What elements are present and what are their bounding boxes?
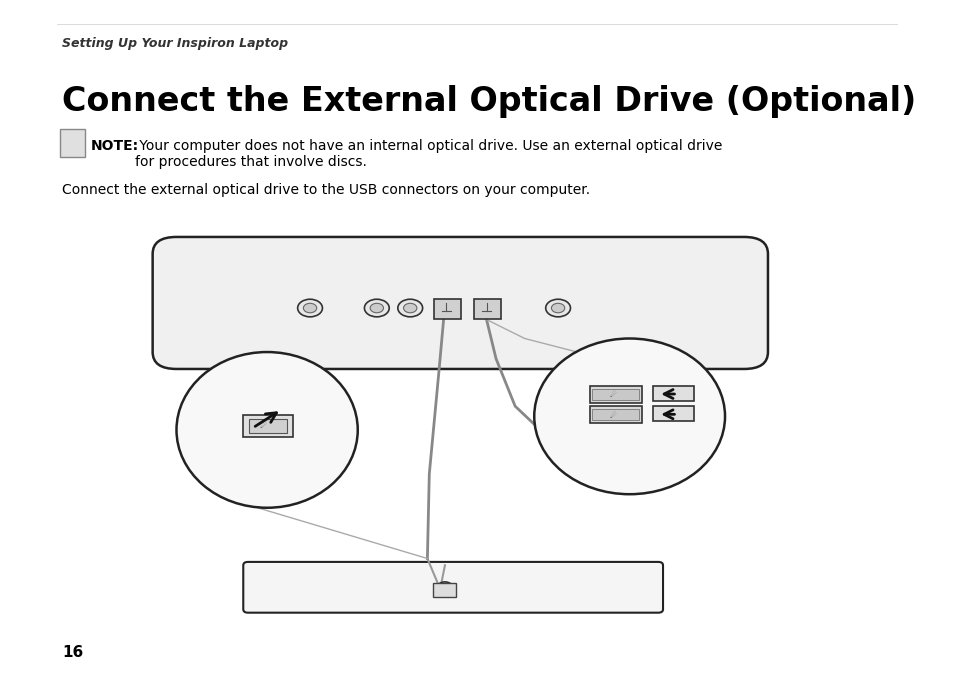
Text: Connect the external optical drive to the USB connectors on your computer.: Connect the external optical drive to th…: [62, 183, 590, 197]
Ellipse shape: [534, 338, 724, 494]
Circle shape: [303, 303, 316, 313]
Circle shape: [297, 299, 322, 317]
FancyBboxPatch shape: [60, 129, 85, 157]
Circle shape: [397, 299, 422, 317]
Text: ☄: ☄: [609, 410, 617, 420]
Text: Setting Up Your Inspiron Laptop: Setting Up Your Inspiron Laptop: [62, 37, 288, 50]
Bar: [474, 299, 500, 319]
Bar: [249, 419, 287, 433]
Bar: [433, 582, 456, 597]
Text: 16: 16: [62, 645, 83, 660]
Text: Connect the External Optical Drive (Optional): Connect the External Optical Drive (Opti…: [62, 85, 915, 118]
Circle shape: [403, 303, 416, 313]
Bar: [653, 406, 693, 421]
Bar: [589, 406, 641, 423]
Text: ☄: ☄: [609, 390, 617, 399]
Circle shape: [370, 303, 383, 313]
Bar: [653, 386, 693, 401]
Circle shape: [545, 299, 570, 317]
FancyBboxPatch shape: [152, 237, 767, 369]
Text: Your computer does not have an internal optical drive. Use an external optical d: Your computer does not have an internal …: [135, 139, 722, 169]
Text: ☄: ☄: [259, 421, 267, 431]
Bar: [592, 389, 639, 400]
FancyBboxPatch shape: [181, 338, 748, 362]
Bar: [592, 409, 639, 420]
FancyBboxPatch shape: [243, 562, 662, 613]
Ellipse shape: [176, 352, 357, 508]
Circle shape: [436, 582, 452, 593]
Bar: [243, 415, 293, 437]
Text: NOTE:: NOTE:: [91, 139, 138, 153]
Bar: [589, 386, 641, 403]
Bar: [434, 299, 460, 319]
Circle shape: [551, 303, 564, 313]
Circle shape: [364, 299, 389, 317]
